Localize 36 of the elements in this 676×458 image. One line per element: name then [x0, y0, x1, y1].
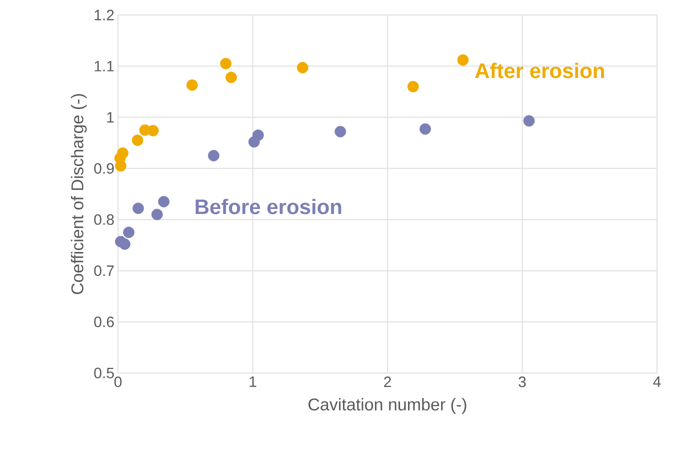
point: [208, 150, 220, 162]
y-tick-label: 0.5: [94, 368, 114, 378]
point: [123, 226, 134, 238]
point: [457, 54, 469, 66]
point: [186, 79, 198, 91]
x-axis-title: Cavitation number (-): [308, 398, 466, 414]
point: [220, 58, 232, 70]
y-tick-label: 0.8: [94, 214, 114, 225]
y-tick-label: 0.7: [94, 265, 114, 276]
point: [334, 126, 346, 138]
point: [407, 80, 419, 92]
point: [225, 72, 237, 84]
series-label: After erosion: [475, 62, 604, 78]
point: [119, 238, 130, 250]
y-tick-label: 0.6: [94, 316, 114, 328]
point: [296, 62, 308, 74]
y-tick-label: 0.9: [94, 163, 114, 174]
y-tick-label: 1.1: [94, 60, 114, 72]
point: [117, 147, 128, 159]
point: [151, 208, 163, 220]
x-tick-label: 0: [114, 376, 122, 388]
y-tick-label: 1: [107, 112, 114, 122]
point: [132, 202, 144, 214]
x-tick-label: 4: [653, 376, 661, 387]
point: [158, 196, 170, 208]
point: [132, 134, 144, 146]
point: [523, 115, 535, 127]
series-label: Before erosion: [196, 198, 342, 214]
point: [420, 123, 431, 135]
point: [252, 129, 264, 141]
point: [147, 124, 159, 136]
y-tick-label: 1.2: [94, 10, 114, 20]
x-tick-label: 2: [384, 376, 391, 388]
x-tick-label: 3: [518, 376, 526, 388]
y-axis-title: Coefficient of Discharge (-): [70, 94, 87, 294]
x-tick-label: 1: [250, 376, 256, 387]
